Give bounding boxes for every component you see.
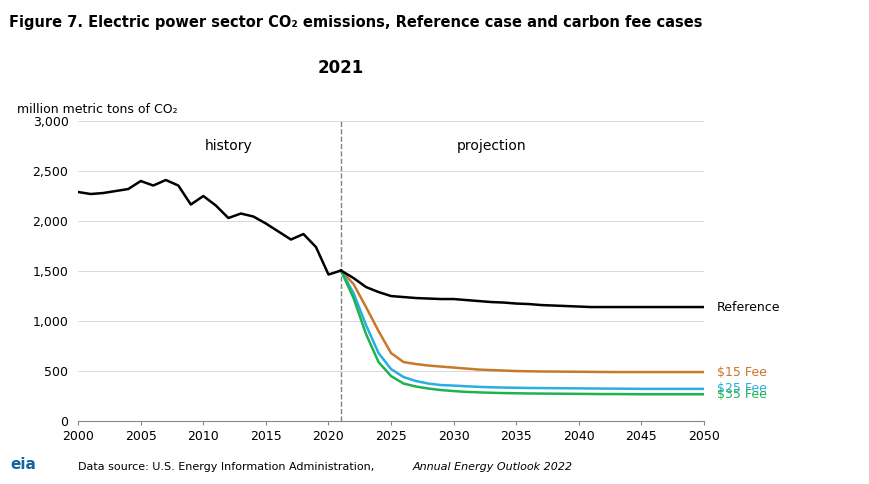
Text: eia: eia xyxy=(10,457,36,472)
Text: Data source: U.S. Energy Information Administration,: Data source: U.S. Energy Information Adm… xyxy=(78,462,378,472)
Text: $35 Fee: $35 Fee xyxy=(717,388,766,401)
Text: projection: projection xyxy=(456,139,526,153)
Text: Figure 7. Electric power sector CO₂ emissions, Reference case and carbon fee cas: Figure 7. Electric power sector CO₂ emis… xyxy=(9,15,702,30)
Text: Reference: Reference xyxy=(717,301,780,314)
Text: Annual Energy Outlook 2022: Annual Energy Outlook 2022 xyxy=(413,462,573,472)
Text: $25 Fee: $25 Fee xyxy=(717,382,766,395)
Text: history: history xyxy=(204,139,252,153)
Text: million metric tons of CO₂: million metric tons of CO₂ xyxy=(17,103,178,116)
Text: 2021: 2021 xyxy=(318,60,364,77)
Text: $15 Fee: $15 Fee xyxy=(717,365,766,378)
